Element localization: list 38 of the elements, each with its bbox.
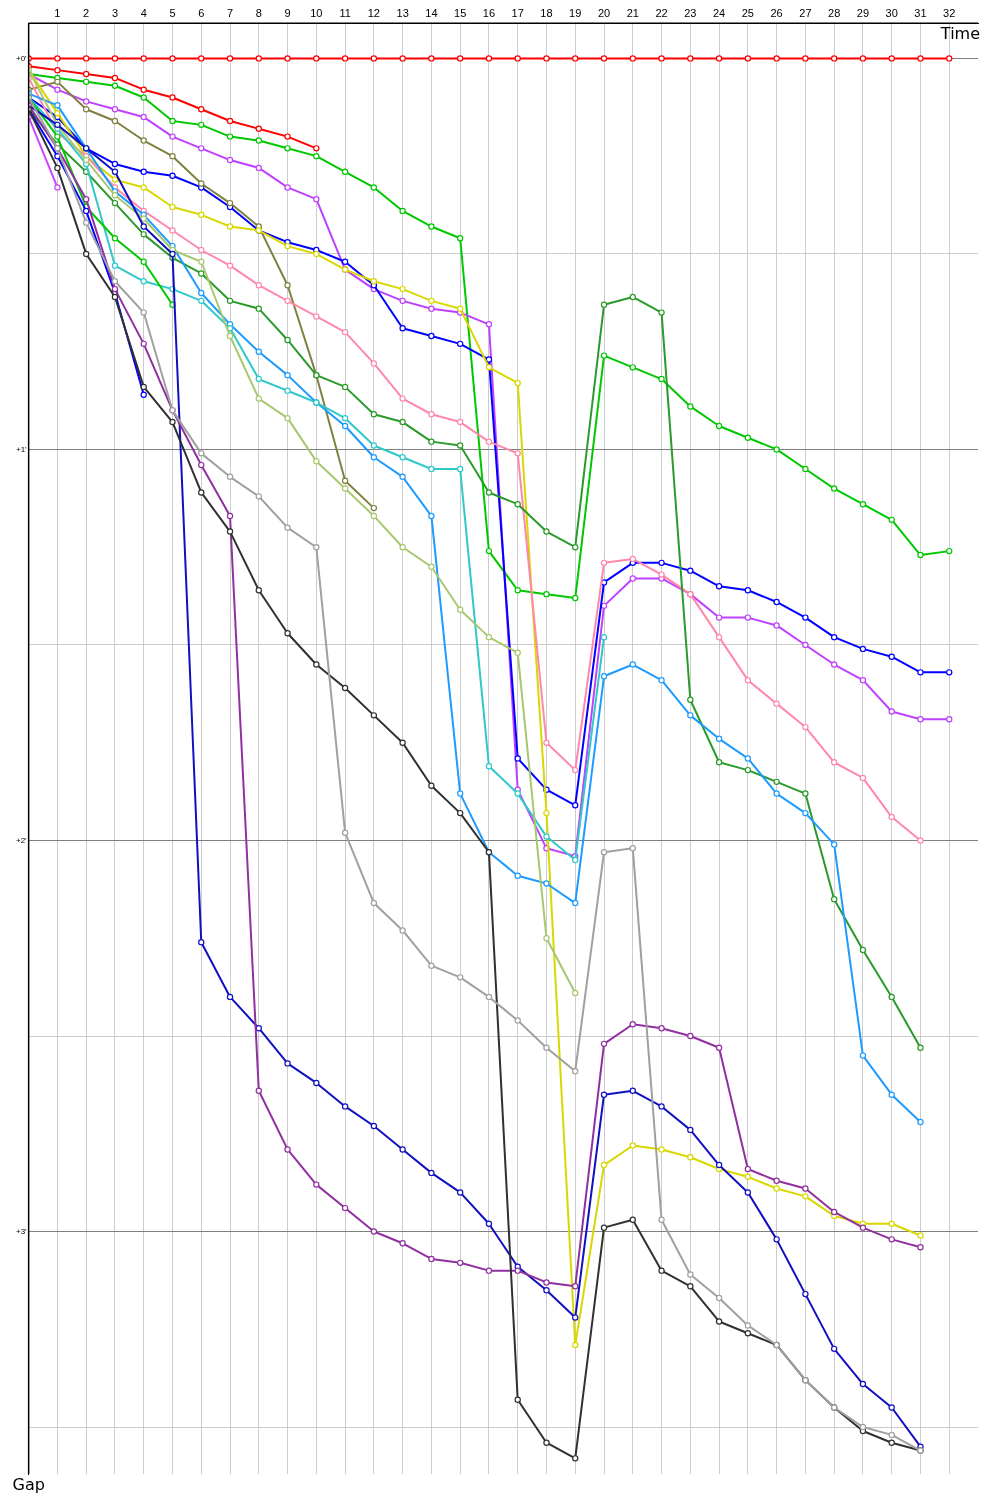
x-tick-label: 4 [140, 6, 147, 19]
x-tick-label: 21 [626, 6, 639, 19]
x-axis-title: Time [939, 24, 980, 44]
x-tick-label: 10 [310, 6, 323, 19]
y-tick-label: +1' [15, 444, 28, 454]
x-tick-label: 22 [655, 6, 668, 19]
x-tick-label: 14 [425, 6, 438, 19]
x-tick-label: 12 [367, 6, 380, 19]
x-tick-label: 16 [482, 6, 496, 19]
x-tick-label: 11 [339, 6, 351, 19]
x-tick-label: 9 [284, 6, 291, 19]
y-tick-label: +0' [15, 53, 28, 63]
x-tick-label: 30 [885, 6, 898, 19]
x-tick-label: 26 [770, 6, 783, 19]
x-tick-label: 8 [255, 6, 262, 19]
x-tick-label: 17 [511, 6, 524, 19]
x-tick-label: 3 [111, 6, 119, 19]
x-tick-label: 5 [169, 6, 176, 19]
x-tick-label: 13 [396, 6, 409, 19]
x-tick-label: 6 [198, 6, 205, 19]
x-tick-label: 1 [54, 6, 61, 19]
y-tick-label: +2' [15, 835, 28, 845]
x-tick-label: 2 [83, 6, 90, 19]
x-tick-label: 28 [828, 6, 841, 19]
y-tick-label: +3' [15, 1226, 28, 1236]
x-tick-label: 23 [684, 6, 697, 19]
x-tick-label: 7 [226, 6, 234, 19]
x-tick-label: 18 [540, 6, 553, 19]
x-tick-label: 27 [799, 6, 812, 19]
x-tick-label: 24 [712, 6, 726, 19]
x-tick-label: 19 [569, 6, 582, 19]
x-tick-label: 20 [597, 6, 611, 19]
x-tick-label: 32 [943, 6, 956, 19]
x-tick-label: 31 [914, 6, 927, 19]
x-tick-label: 15 [454, 6, 467, 19]
x-tick-label: 29 [856, 6, 870, 19]
y-axis-title: Gap [12, 1475, 45, 1495]
x-tick-label: 25 [741, 6, 754, 19]
